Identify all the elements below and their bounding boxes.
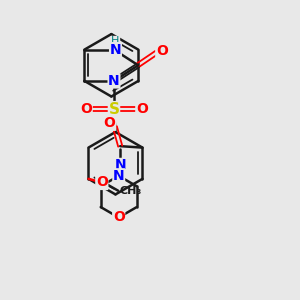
Text: O: O bbox=[156, 44, 168, 58]
Text: O: O bbox=[136, 102, 148, 116]
Text: O: O bbox=[96, 176, 108, 189]
Text: N: N bbox=[108, 74, 120, 88]
Text: S: S bbox=[109, 102, 119, 117]
Text: CH₃: CH₃ bbox=[120, 186, 142, 196]
Text: H: H bbox=[111, 36, 120, 46]
Text: N: N bbox=[110, 43, 121, 57]
Text: O: O bbox=[113, 211, 125, 224]
Text: N: N bbox=[113, 169, 124, 183]
Text: N: N bbox=[114, 158, 126, 172]
Text: O: O bbox=[80, 102, 92, 116]
Text: O: O bbox=[103, 116, 116, 130]
